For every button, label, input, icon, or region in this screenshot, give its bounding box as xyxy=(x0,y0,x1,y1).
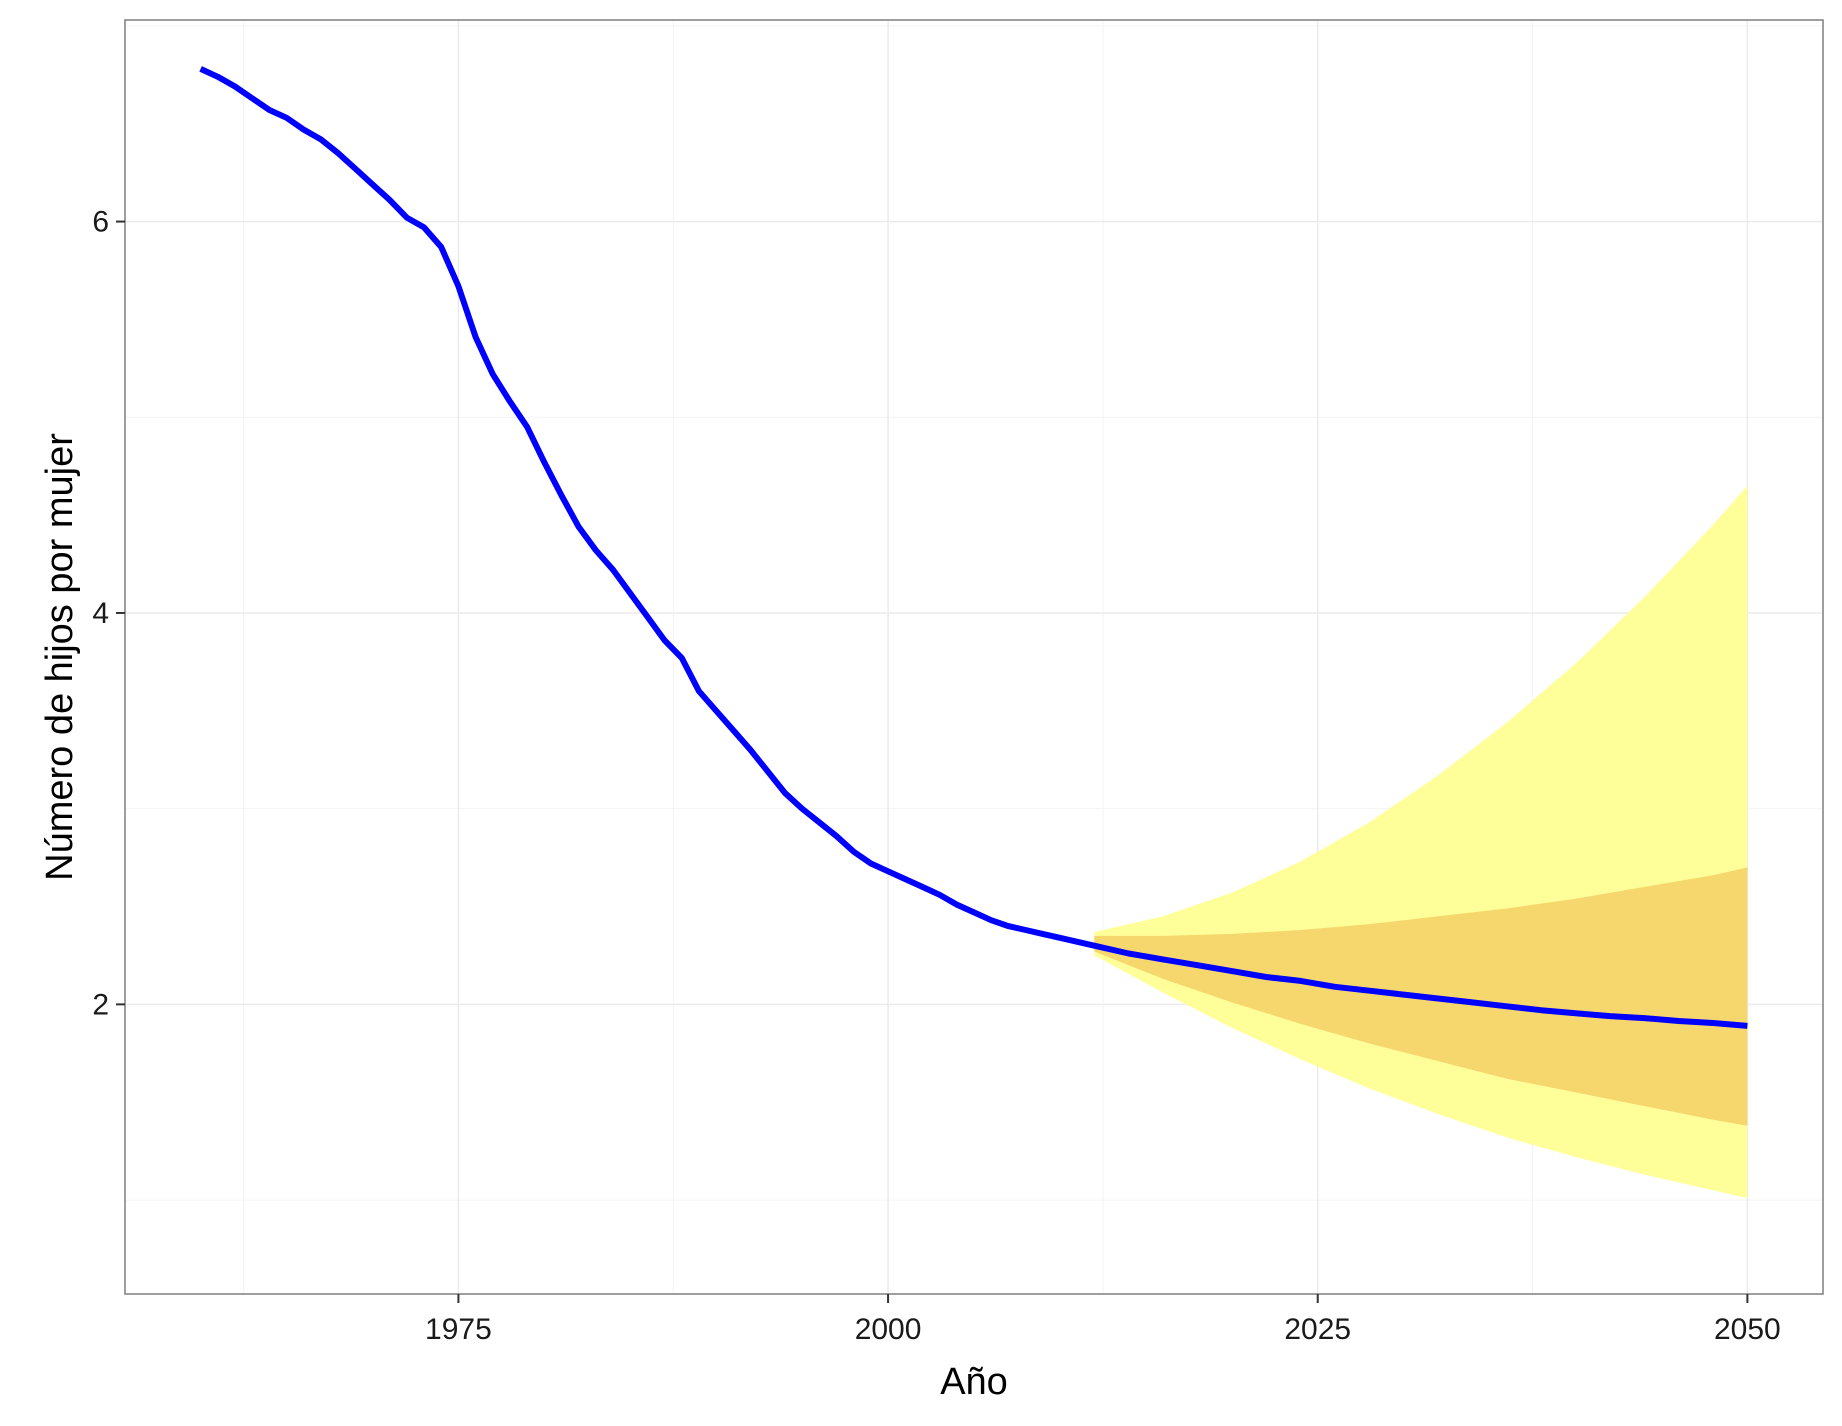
y-tick-label: 2 xyxy=(92,988,109,1021)
fertility-line xyxy=(199,66,1748,1029)
x-tick-label: 2000 xyxy=(855,1313,922,1346)
x-tick-label: 2025 xyxy=(1284,1313,1351,1346)
series-lines xyxy=(199,66,1748,1029)
y-axis: 2 4 6 xyxy=(92,206,125,1021)
panel-border xyxy=(124,19,1824,1295)
x-tick-label: 1975 xyxy=(425,1313,492,1346)
y-tick-label: 6 xyxy=(92,206,109,239)
y-tick-label: 4 xyxy=(92,597,109,630)
x-axis: 1975 2000 2025 2050 xyxy=(425,1294,1781,1346)
x-axis-title: Año xyxy=(940,1361,1008,1403)
x-tick-label: 2050 xyxy=(1714,1313,1781,1346)
y-axis-title: Número de hijos por mujer xyxy=(39,433,81,881)
